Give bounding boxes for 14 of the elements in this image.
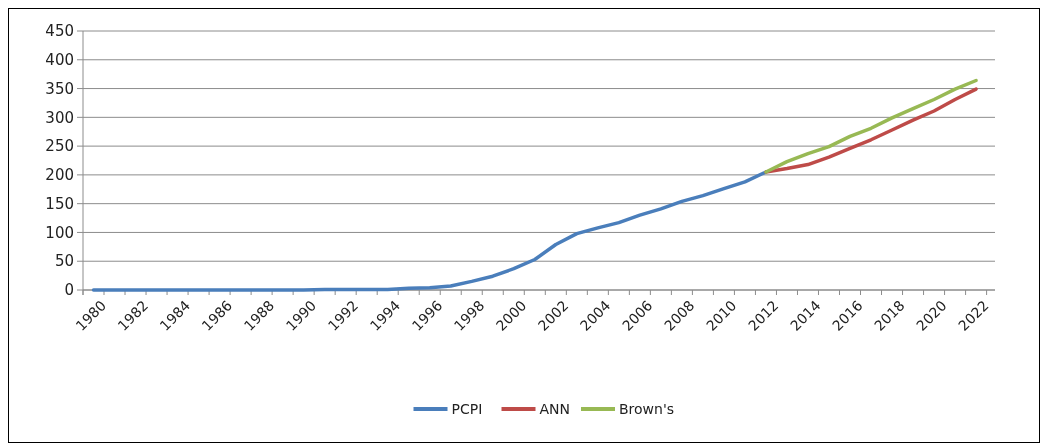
- y-tick-label: 150: [45, 194, 74, 213]
- y-tick-label: 200: [45, 166, 74, 185]
- y-tick-label: 350: [45, 79, 74, 98]
- y-tick-label: 400: [45, 51, 74, 70]
- y-tick-label: 250: [45, 137, 74, 156]
- y-tick-label: 50: [54, 252, 74, 271]
- y-tick-label: 300: [45, 108, 74, 127]
- y-tick-label: 100: [45, 223, 74, 242]
- legend-label: ANN: [539, 400, 571, 417]
- y-tick-label: 450: [45, 22, 74, 41]
- legend-label: Brown's: [619, 400, 675, 417]
- line-series: [91, 170, 768, 292]
- legend-label: PCPI: [451, 400, 483, 417]
- y-tick-label: 0: [64, 281, 74, 300]
